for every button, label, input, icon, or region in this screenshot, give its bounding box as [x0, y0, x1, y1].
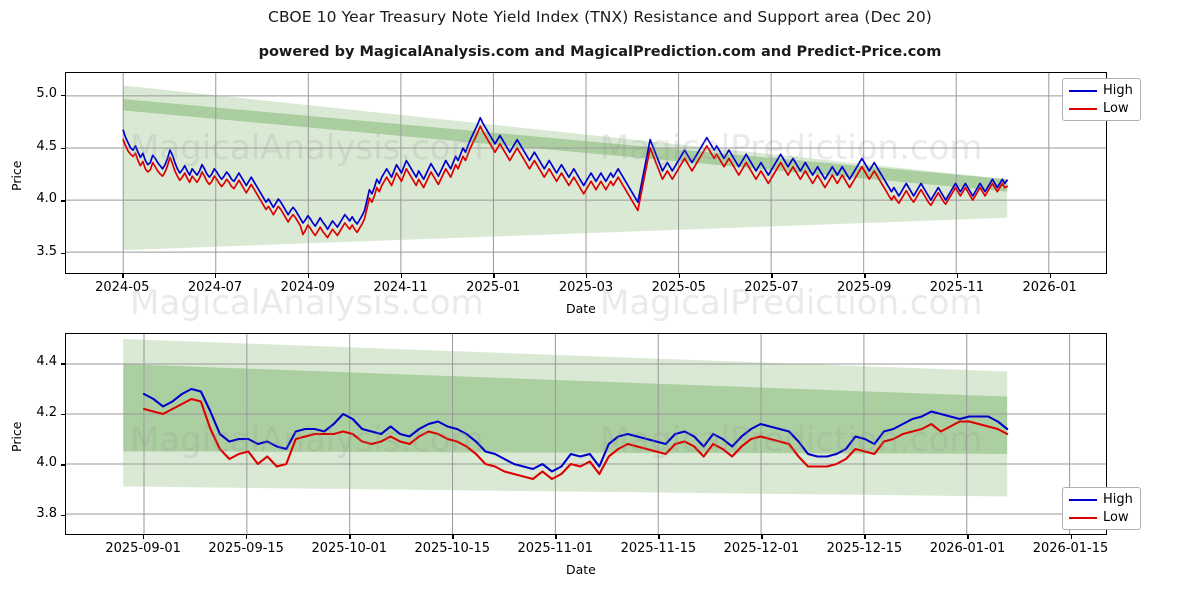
y-axis-tick-mark [61, 363, 65, 365]
x-axis-tick-mark [493, 274, 495, 278]
series-line-low [122, 125, 1009, 239]
y-axis-tick-mark [61, 252, 65, 255]
x-axis-tick-mark [452, 535, 454, 539]
x-axis-title: Date [566, 562, 596, 577]
x-axis-tick-mark [658, 535, 660, 539]
y-axis-tick-label: 4.4 [36, 354, 57, 370]
legend-label: High [1103, 83, 1133, 98]
bottom-plot-area [65, 333, 1107, 535]
x-axis-tick-mark [246, 535, 248, 539]
y-axis-tick-mark [61, 464, 65, 466]
x-axis-tick-label: 2025-09-15 [208, 541, 284, 556]
y-axis-tick-mark [61, 95, 65, 97]
x-axis-title: Date [566, 301, 596, 316]
band-support-zone [123, 451, 1008, 497]
x-axis-tick-mark [555, 535, 557, 539]
x-axis-tick-mark [400, 274, 402, 278]
x-axis-tick-mark [956, 274, 959, 278]
x-axis-tick-label: 2024-11 [373, 280, 428, 295]
y-axis-tick-mark [61, 514, 65, 517]
x-axis-tick-mark [678, 274, 681, 278]
legend-item-low[interactable]: Low [1069, 101, 1133, 116]
series-line-low [142, 397, 1009, 481]
x-axis-tick-label: 2025-05 [651, 280, 706, 295]
y-axis-tick-label: 3.8 [36, 505, 57, 521]
x-axis-tick-label: 2025-09 [837, 280, 892, 295]
x-axis-tick-label: 2025-03 [558, 280, 614, 295]
x-axis-tick-label: 2025-09-01 [105, 541, 181, 556]
top-plot-area [65, 72, 1107, 274]
legend-swatch-high-icon [1069, 89, 1097, 92]
x-axis-tick-label: 2024-07 [187, 280, 243, 295]
y-axis-tick-label: 4.0 [36, 191, 57, 207]
y-axis-tick-label: 5.0 [36, 86, 57, 102]
legend-label: Low [1103, 510, 1129, 525]
y-axis-tick-mark [61, 200, 65, 202]
legend-swatch-low-icon [1069, 107, 1097, 110]
x-axis-tick-mark [864, 535, 866, 539]
x-axis-tick-mark [864, 274, 866, 278]
band-resistance-zone [123, 99, 1008, 192]
x-axis-tick-label: 2025-11-15 [620, 541, 697, 556]
legend-label: High [1103, 492, 1133, 507]
x-axis-tick-label: 2025-01 [466, 280, 521, 295]
x-axis-tick-label: 2025-11 [929, 280, 985, 295]
y-axis-title: Price [9, 421, 24, 453]
legend-item-high[interactable]: High [1069, 492, 1133, 507]
x-axis-tick-label: 2026-01-01 [929, 541, 1006, 556]
x-axis-tick-label: 2024-05 [95, 280, 150, 295]
x-axis-tick-label: 2024-09 [280, 280, 335, 295]
x-axis-tick-label: 2025-12-15 [826, 541, 903, 556]
y-axis-title: Price [9, 160, 24, 192]
bottom-chart-svg [66, 334, 1106, 534]
x-axis-tick-mark [122, 274, 124, 278]
x-axis-tick-mark [761, 535, 763, 539]
legend-item-high[interactable]: High [1069, 83, 1133, 98]
x-axis-tick-mark [586, 274, 588, 278]
series-line-high [122, 116, 1009, 231]
bottom-chart-legend[interactable]: High Low [1062, 487, 1141, 530]
legend-swatch-high-icon [1069, 498, 1097, 501]
series-line-high [142, 387, 1009, 473]
x-axis-tick-mark [143, 535, 145, 539]
x-axis-tick-label: 2025-11-01 [517, 541, 594, 556]
top-chart-svg [66, 73, 1106, 273]
y-axis-tick-label: 4.2 [36, 404, 57, 420]
x-axis-tick-label: 2026-01-15 [1032, 541, 1109, 556]
y-axis-tick-mark [61, 413, 65, 416]
y-axis-tick-label: 4.5 [36, 138, 57, 154]
bottom-chart-panel [65, 333, 1107, 535]
x-axis-tick-label: 2025-07 [744, 280, 799, 295]
legend-item-low[interactable]: Low [1069, 510, 1133, 525]
page-subtitle: powered by MagicalAnalysis.com and Magic… [258, 44, 942, 60]
x-axis-tick-mark [967, 535, 969, 539]
x-axis-tick-mark [1070, 535, 1072, 539]
page-title: CBOE 10 Year Treasury Note Yield Index (… [268, 8, 932, 26]
x-axis-tick-label: 2026-01 [1022, 280, 1077, 295]
y-axis-tick-mark [61, 147, 65, 150]
x-axis-tick-mark [349, 535, 351, 539]
x-axis-tick-label: 2025-10-15 [414, 541, 491, 556]
band-outer-upper-resistance [123, 339, 1008, 397]
x-axis-tick-mark [771, 274, 773, 278]
legend-swatch-low-icon [1069, 516, 1097, 519]
x-axis-tick-label: 2025-10-01 [311, 541, 388, 556]
x-axis-tick-mark [307, 274, 310, 278]
x-axis-tick-mark [1049, 274, 1051, 278]
top-chart-legend[interactable]: High Low [1062, 78, 1141, 121]
legend-label: Low [1103, 101, 1129, 116]
y-axis-tick-label: 3.5 [36, 243, 57, 259]
y-axis-tick-label: 4.0 [36, 455, 57, 471]
x-axis-tick-mark [215, 274, 217, 278]
x-axis-tick-label: 2025-12-01 [723, 541, 800, 556]
top-chart-panel [65, 72, 1107, 274]
